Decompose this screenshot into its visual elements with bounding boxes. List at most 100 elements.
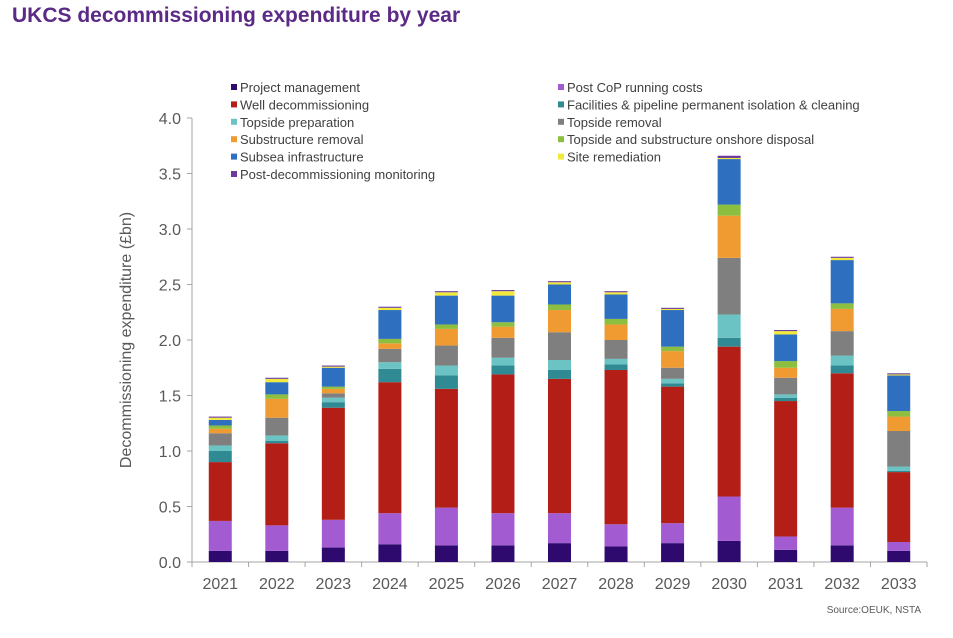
bar-segment-2025-topside-removal [434, 345, 458, 366]
bar-segment-2027-site-remediation [548, 282, 571, 285]
chart-title: UKCS decommissioning expenditure by year [12, 4, 461, 27]
y-tick-label: 4.0 [159, 111, 181, 128]
bar-segment-2024-project-management [378, 544, 402, 562]
legend-label: Site remediation [567, 150, 661, 165]
legend-label: Topside preparation [240, 115, 354, 130]
bar-segment-2030-topside-preparation [717, 314, 741, 338]
bar-segment-2029-facilities-pipeline-permanent-isolation-cleaning [661, 383, 685, 387]
bar-segment-2026-topside-preparation [491, 357, 515, 366]
legend: Project management Well decommissioning To… [231, 80, 860, 182]
bar-segment-2028-project-management [604, 546, 628, 562]
x-tick-label: 2030 [711, 576, 747, 593]
bar-segment-2026-substructure-removal [491, 326, 515, 338]
bar-stack-2023 [321, 365, 345, 562]
bar-segment-2023-topside-removal [321, 393, 345, 398]
bar-segment-2029-topside-preparation [661, 378, 685, 384]
x-tick-label: 2029 [655, 576, 691, 593]
bar-segment-2026-topside-and-substructure-onshore-disposal [491, 322, 515, 327]
legend-label: Project management [240, 80, 360, 95]
bar-segment-2022-post-decommissioning-monitoring [265, 377, 289, 379]
bar-segment-2027-post-decommissioning-monitoring [548, 281, 571, 283]
bar-segment-2025-facilities-pipeline-permanent-isolation-cleaning [434, 375, 458, 389]
bar-stack-2028 [604, 291, 628, 562]
bar-segment-2029-well-decommissioning [661, 386, 685, 524]
legend-swatch [558, 118, 564, 125]
x-tick-label: 2028 [598, 576, 634, 593]
bar-segment-2032-post-decommissioning-monitoring [830, 256, 854, 258]
bar-segment-2033-well-decommissioning [887, 472, 911, 543]
bar-segment-2033-substructure-removal [887, 416, 911, 432]
bar-segment-2033-subsea-infrastructure [887, 375, 911, 412]
bar-segment-2029-topside-and-substructure-onshore-disposal [661, 346, 685, 352]
legend-swatch [231, 153, 237, 160]
bar-segment-2033-post-cop-running-costs [887, 542, 911, 551]
bar-segment-2027-substructure-removal [548, 310, 571, 333]
legend-item: Subsea infrastructure [231, 150, 364, 165]
bar-segment-2024-topside-preparation [378, 362, 402, 369]
x-tick-label: 2031 [768, 576, 804, 593]
bar-segment-2030-post-decommissioning-monitoring [717, 155, 741, 158]
bar-segment-2028-topside-preparation [604, 358, 628, 365]
bar-segment-2032-well-decommissioning [830, 373, 854, 508]
bar-segment-2033-post-decommissioning-monitoring [887, 373, 911, 375]
bar-stack-2031 [774, 330, 798, 562]
bar-segment-2033-facilities-pipeline-permanent-isolation-cleaning [887, 470, 911, 473]
y-axis-title: Decommissioning expenditure (£bn) [118, 212, 135, 468]
bar-segment-2021-facilities-pipeline-permanent-isolation-cleaning [208, 451, 232, 463]
bar-segment-2033-topside-removal [887, 431, 911, 467]
bar-segment-2032-topside-preparation [830, 355, 854, 366]
bar-segment-2026-post-cop-running-costs [491, 513, 515, 546]
bar-segment-2029-topside-removal [661, 367, 685, 379]
legend-swatch [231, 84, 237, 90]
bar-segment-2031-substructure-removal [774, 367, 798, 378]
legend-swatch [558, 101, 564, 108]
legend-label: Topside and substructure onshore disposa… [567, 132, 814, 147]
bar-segment-2023-post-decommissioning-monitoring [321, 365, 345, 367]
bar-segment-2026-subsea-infrastructure [491, 295, 515, 323]
legend-item: Topside preparation [231, 115, 354, 130]
bar-segment-2026-project-management [491, 545, 515, 562]
bar-segment-2027-topside-removal [548, 332, 571, 360]
bar-segment-2028-facilities-pipeline-permanent-isolation-cleaning [604, 364, 628, 370]
bar-segment-2021-post-decommissioning-monitoring [208, 416, 232, 418]
bar-segment-2028-well-decommissioning [604, 369, 628, 525]
legend-item: Topside and substructure onshore disposa… [558, 132, 814, 147]
bar-stack-2030 [717, 155, 741, 562]
bar-segment-2029-subsea-infrastructure [661, 310, 685, 347]
bar-segment-2025-project-management [434, 545, 458, 562]
bar-segment-2021-topside-removal [208, 433, 232, 446]
y-tick-label: 3.0 [159, 222, 181, 239]
legend-item: Project management [231, 80, 360, 95]
bar-segment-2023-topside-and-substructure-onshore-disposal [321, 386, 345, 389]
bar-segment-2025-site-remediation [434, 292, 458, 296]
bar-segment-2030-site-remediation [717, 157, 741, 160]
x-tick-label: 2026 [485, 576, 521, 593]
y-tick-label: 3.5 [159, 167, 181, 184]
bar-segment-2033-project-management [887, 550, 911, 562]
bar-segment-2021-post-cop-running-costs [208, 520, 232, 551]
bar-stack-2025 [434, 291, 458, 562]
y-tick-label: 2.5 [159, 278, 181, 295]
bar-segment-2021-substructure-removal [208, 428, 232, 434]
bar-segment-2023-well-decommissioning [321, 407, 345, 520]
bars [208, 155, 911, 562]
x-tick-label: 2027 [542, 576, 578, 593]
legend-label: Subsea infrastructure [240, 150, 364, 165]
bar-segment-2027-topside-and-substructure-onshore-disposal [548, 304, 571, 311]
bar-segment-2028-post-decommissioning-monitoring [604, 291, 628, 293]
bar-segment-2027-well-decommissioning [548, 378, 571, 514]
bar-stack-2026 [491, 290, 515, 562]
legend-swatch [558, 153, 564, 160]
bar-segment-2024-subsea-infrastructure [378, 310, 402, 339]
bar-segment-2023-project-management [321, 547, 345, 562]
bar-segment-2030-topside-and-substructure-onshore-disposal [717, 204, 741, 216]
bar-segment-2029-substructure-removal [661, 351, 685, 368]
legend-item: Well decommissioning [231, 97, 369, 112]
y-tick-label: 1.5 [159, 389, 181, 406]
bar-segment-2029-post-decommissioning-monitoring [661, 307, 685, 309]
bar-segment-2029-project-management [661, 543, 685, 562]
x-tick-label: 2033 [881, 576, 917, 593]
bar-segment-2027-post-cop-running-costs [548, 513, 571, 544]
bar-segment-2022-topside-removal [265, 417, 289, 436]
